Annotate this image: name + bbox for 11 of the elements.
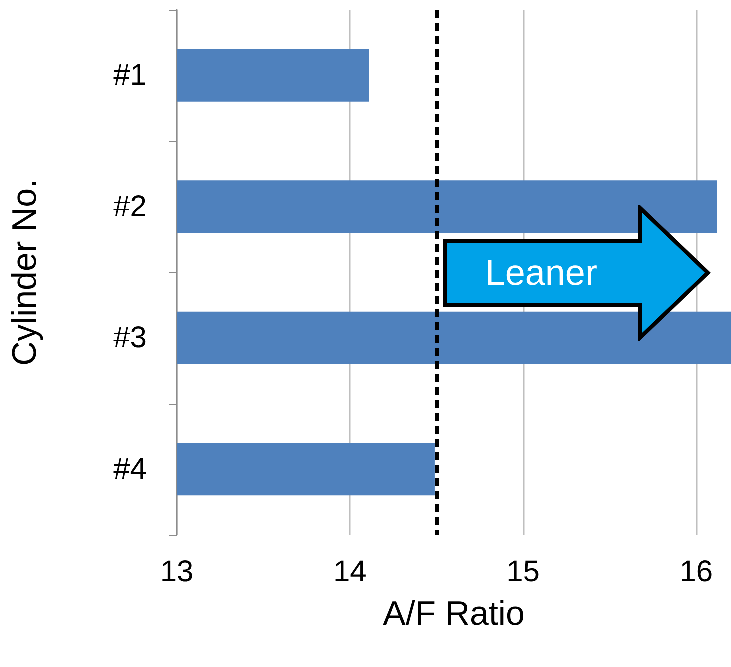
y-tick-label: #2 (114, 190, 147, 224)
x-tick-label: 14 (333, 556, 367, 588)
annotation: Leaner (485, 250, 598, 294)
x-axis-title: A/F Ratio (383, 595, 525, 633)
y-tick-label: #4 (114, 452, 147, 486)
x-tick-label: 16 (680, 556, 714, 588)
y-axis-title: Cylinder No. (6, 178, 44, 366)
x-tick-label: 15 (506, 556, 540, 588)
x-tick-label: 13 (160, 556, 194, 588)
y-tick-label: #1 (114, 59, 147, 92)
y-tick-label: #3 (114, 322, 147, 355)
